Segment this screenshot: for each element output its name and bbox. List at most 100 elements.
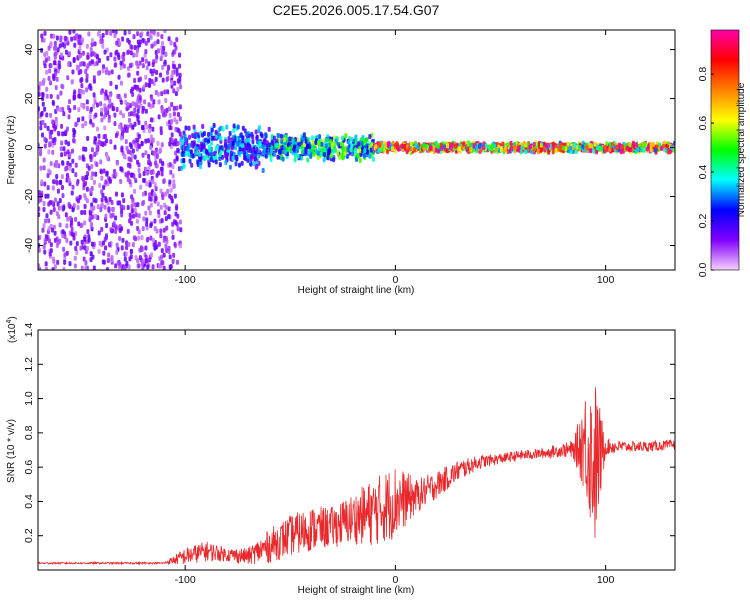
heatmap-cell <box>84 260 88 266</box>
heatmap-cell <box>132 235 136 241</box>
heatmap-cell <box>66 149 70 155</box>
heatmap-cell <box>113 112 117 118</box>
heatmap-cell <box>106 55 110 61</box>
heatmap-cell <box>43 181 47 187</box>
x-tick-label: -100 <box>175 574 196 586</box>
heatmap-cell <box>85 175 89 181</box>
x-tick-label: 0 <box>392 274 398 286</box>
heatmap-cell <box>96 204 100 210</box>
heatmap-cell <box>227 135 231 141</box>
heatmap-cell <box>517 147 521 153</box>
heatmap-cell <box>201 132 205 138</box>
heatmap-cell <box>151 178 155 184</box>
heatmap-cell <box>137 235 141 241</box>
heatmap-cell <box>171 221 175 227</box>
heatmap-cell <box>147 61 151 67</box>
heatmap-cell <box>101 202 105 208</box>
heatmap-cell <box>115 49 119 55</box>
heatmap-cell <box>56 94 60 100</box>
heatmap-cell <box>232 128 236 134</box>
heatmap-cell <box>52 123 56 129</box>
heatmap-cell <box>357 141 361 147</box>
heatmap-cell <box>154 58 158 64</box>
heatmap-cell <box>49 112 53 118</box>
heatmap-cell <box>81 156 85 162</box>
heatmap-cell <box>341 135 345 141</box>
heatmap-cell <box>141 63 145 69</box>
heatmap-cell <box>51 267 55 270</box>
heatmap-cell <box>110 228 114 234</box>
heatmap-cell <box>216 145 220 151</box>
heatmap-cell <box>99 39 103 45</box>
heatmap-cell <box>128 142 132 148</box>
heatmap-cell <box>246 153 250 159</box>
heatmap-cell <box>368 134 372 140</box>
heatmap-cell <box>140 140 144 146</box>
heatmap-cell <box>157 99 161 105</box>
heatmap-cell <box>91 122 95 128</box>
heatmap-cell <box>329 139 333 145</box>
heatmap-cell <box>169 169 173 175</box>
heatmap-cell <box>247 137 251 143</box>
heatmap-cell <box>416 144 420 150</box>
heatmap-cell <box>133 101 137 107</box>
heatmap-cell <box>106 257 110 263</box>
heatmap-cell <box>101 68 105 74</box>
heatmap-cell <box>145 181 149 187</box>
heatmap-cell <box>578 144 582 150</box>
heatmap-cell <box>136 63 140 69</box>
heatmap-cell <box>412 146 416 152</box>
heatmap-cell <box>292 147 296 153</box>
heatmap-cell <box>90 206 94 212</box>
snr-panel: -100 0 100 0.2 0.4 0.6 0.8 1.0 1.2 1.4 Height of… <box>6 316 676 596</box>
heatmap-cell <box>49 93 53 99</box>
heatmap-cell <box>246 157 250 163</box>
heatmap-cell <box>89 106 93 112</box>
heatmap-cell <box>144 49 148 55</box>
heatmap-cell <box>107 117 111 123</box>
heatmap-cell <box>115 160 119 166</box>
heatmap-cell <box>519 149 523 155</box>
heatmap-cell <box>383 142 387 148</box>
heatmap-cell <box>85 186 89 192</box>
heatmap-cell <box>175 259 179 265</box>
heatmap-cell <box>145 65 149 71</box>
heatmap-cell <box>133 188 137 194</box>
heatmap-cell <box>55 174 59 180</box>
y-tick-label: -40 <box>23 238 35 253</box>
heatmap-cell <box>113 33 117 39</box>
heatmap-cell <box>390 146 394 152</box>
heatmap-cell <box>155 69 159 75</box>
heatmap-cell <box>446 143 450 149</box>
heatmap-cell <box>124 251 128 257</box>
heatmap-cell <box>80 239 84 245</box>
heatmap-cell <box>366 149 370 155</box>
heatmap-cell <box>47 218 51 224</box>
heatmap-cell <box>151 264 155 270</box>
heatmap-cell <box>315 149 319 155</box>
heatmap-cell <box>137 104 141 110</box>
heatmap-cell <box>69 240 73 246</box>
heatmap-cell <box>261 144 265 150</box>
heatmap-cell <box>138 87 142 93</box>
heatmap-cell <box>73 89 77 95</box>
heatmap-cell <box>128 218 132 224</box>
heatmap-cell <box>150 30 154 35</box>
heatmap-cell <box>135 47 139 53</box>
heatmap-cell <box>60 152 64 158</box>
heatmap-cell <box>159 228 163 234</box>
heatmap-cell <box>62 111 66 117</box>
heatmap-cell <box>176 140 180 146</box>
heatmap-cell <box>532 146 536 152</box>
heatmap-cell <box>124 172 128 178</box>
heatmap-cell <box>174 126 178 132</box>
heatmap-cell <box>102 168 106 174</box>
heatmap-cell <box>49 41 53 47</box>
heatmap-cell <box>80 102 84 108</box>
heatmap-cell <box>53 60 57 66</box>
heatmap-cell <box>74 216 78 222</box>
heatmap-cell <box>89 85 93 91</box>
heatmap-cell <box>72 30 76 34</box>
heatmap-cell <box>156 31 160 37</box>
heatmap-cell <box>234 161 238 167</box>
